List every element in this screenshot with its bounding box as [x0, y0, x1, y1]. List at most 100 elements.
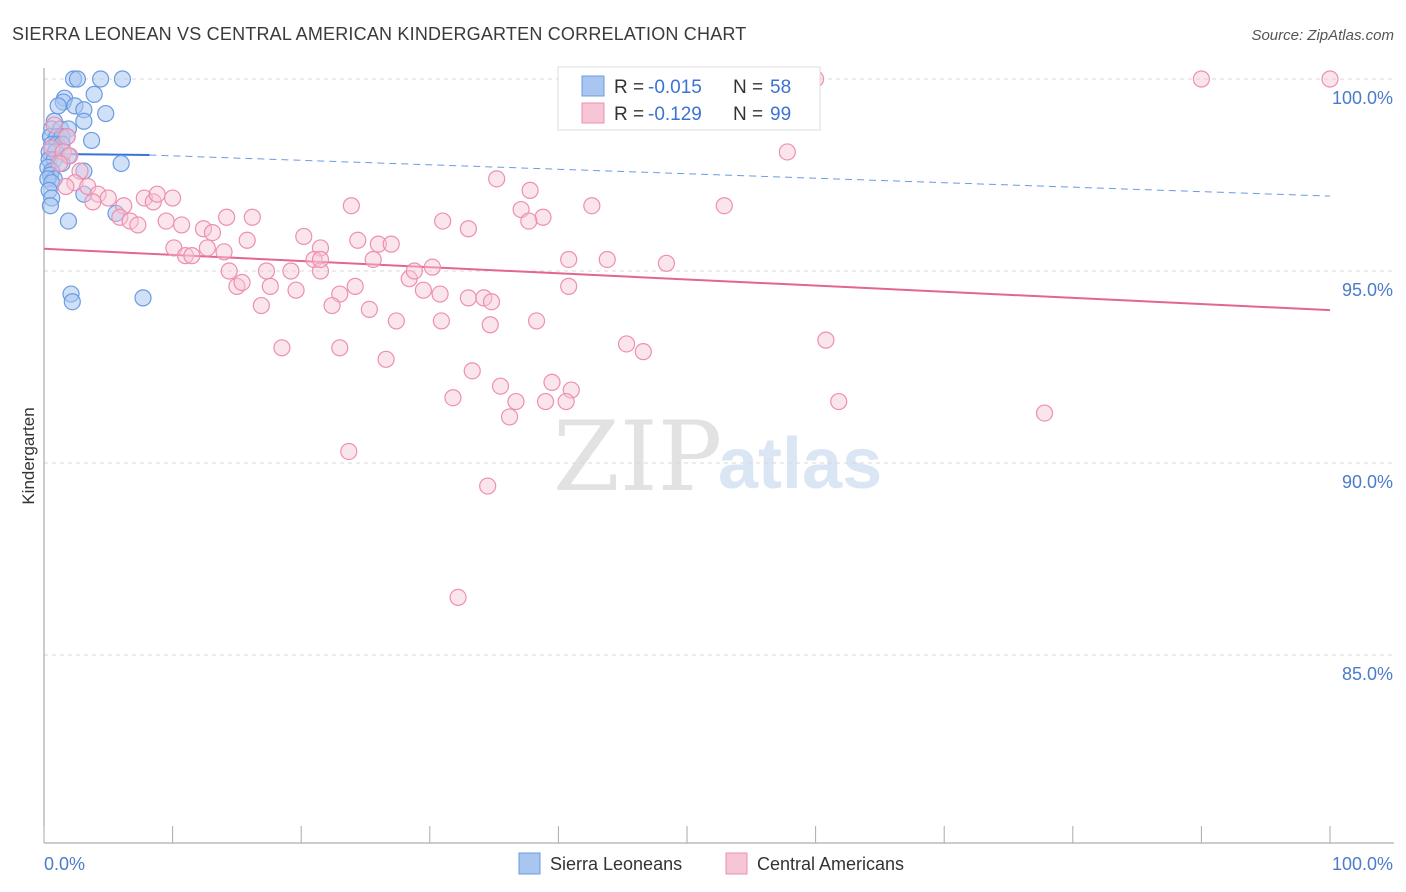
- point-central-american: [598, 250, 616, 269]
- point-sierra-leonean: [82, 131, 101, 150]
- point-central-american: [560, 250, 578, 269]
- point-central-american: [543, 373, 561, 391]
- point-central-american: [520, 212, 538, 230]
- scatter-points: [39, 70, 1339, 607]
- series-legend: Sierra Leoneans Central Americans: [518, 852, 904, 875]
- stats-n-label-1: N =: [733, 77, 763, 98]
- stats-swatch-sierra: [581, 75, 605, 97]
- point-central-american: [121, 212, 139, 230]
- point-central-american: [444, 389, 462, 407]
- point-central-american: [233, 273, 251, 292]
- point-central-american: [360, 300, 378, 318]
- point-central-american: [183, 247, 201, 265]
- chart-title: SIERRA LEONEAN VS CENTRAL AMERICAN KINDE…: [12, 24, 746, 44]
- point-central-american: [273, 339, 291, 357]
- point-central-american: [778, 143, 796, 161]
- point-central-american: [423, 258, 441, 276]
- point-central-american: [311, 250, 330, 269]
- axes: 100.0% 95.0% 90.0% 85.0% 0.0% 100.0%: [43, 68, 1394, 874]
- point-central-american: [323, 296, 341, 315]
- point-central-american: [261, 277, 279, 295]
- y-axis-label: Kindergarten: [19, 407, 38, 504]
- x-tick-label: 0.0%: [44, 854, 85, 874]
- point-central-american: [349, 231, 367, 249]
- point-central-american: [194, 220, 213, 238]
- point-central-american: [238, 231, 256, 249]
- point-central-american: [534, 208, 552, 226]
- stats-r-label-1: R =: [614, 77, 644, 98]
- point-central-american: [1035, 404, 1054, 422]
- point-central-american: [287, 281, 305, 299]
- stats-r-value-2: -0.129: [648, 104, 702, 125]
- stats-n-value-1: 58: [770, 77, 791, 98]
- point-central-american: [387, 312, 405, 330]
- point-central-american: [382, 235, 400, 253]
- point-central-american: [830, 392, 848, 411]
- point-central-american: [252, 296, 270, 315]
- point-central-american: [431, 285, 449, 303]
- point-central-american: [173, 216, 191, 234]
- point-central-american: [459, 289, 477, 307]
- point-central-american: [340, 442, 358, 461]
- point-central-american: [198, 239, 216, 257]
- point-central-american: [463, 362, 481, 380]
- point-sierra-leonean: [91, 70, 110, 88]
- point-central-american: [220, 262, 238, 280]
- trend-line-sierra-leonean-extension: [149, 154, 1331, 197]
- point-central-american: [475, 289, 493, 307]
- point-central-american: [66, 174, 84, 192]
- point-central-american: [560, 277, 578, 295]
- point-central-american: [657, 254, 676, 272]
- point-sierra-leonean: [75, 112, 93, 130]
- point-central-american: [50, 154, 69, 173]
- point-central-american: [57, 177, 75, 196]
- point-central-american: [243, 208, 261, 226]
- y-tick-label: 95.0%: [1342, 280, 1393, 300]
- point-central-american: [364, 250, 382, 269]
- point-central-american: [521, 181, 539, 199]
- point-central-american: [527, 312, 546, 330]
- point-central-american: [295, 227, 313, 246]
- point-central-american: [634, 343, 652, 361]
- point-sierra-leonean: [49, 97, 67, 115]
- point-central-american: [164, 189, 182, 207]
- point-central-american: [45, 116, 63, 134]
- point-sierra-leonean: [41, 197, 60, 215]
- y-tick-label: 85.0%: [1342, 664, 1393, 684]
- point-central-american: [58, 128, 76, 146]
- chart-source: Source: ZipAtlas.com: [1251, 27, 1394, 44]
- legend-label-sierra: Sierra Leoneans: [550, 854, 682, 874]
- stats-n-label-2: N =: [733, 104, 763, 125]
- point-central-american: [449, 588, 467, 607]
- point-central-american: [342, 197, 360, 215]
- point-central-american: [459, 220, 477, 238]
- point-central-american: [482, 293, 501, 311]
- point-central-american: [1192, 70, 1211, 88]
- point-central-american: [99, 189, 117, 207]
- point-central-american: [481, 316, 499, 334]
- stats-r-value-1: -0.015: [648, 77, 702, 98]
- point-central-american: [215, 243, 233, 261]
- point-central-american: [405, 262, 423, 280]
- y-tick-label: 100.0%: [1332, 88, 1393, 108]
- watermark-zip: ZIP: [553, 401, 722, 513]
- point-central-american: [111, 208, 129, 226]
- point-central-american: [135, 189, 153, 207]
- point-central-american: [203, 224, 222, 242]
- point-central-american: [434, 212, 452, 230]
- point-central-american: [129, 216, 147, 234]
- point-central-american: [282, 262, 300, 280]
- point-central-american: [583, 197, 601, 215]
- stats-swatch-central: [581, 102, 605, 124]
- point-sierra-leonean: [63, 293, 81, 311]
- point-central-american: [488, 170, 506, 188]
- trend-line-central-american: [43, 247, 1331, 312]
- point-central-american: [479, 477, 497, 495]
- y-tick-label: 90.0%: [1342, 472, 1393, 492]
- point-sierra-leonean: [68, 70, 87, 88]
- point-central-american: [817, 331, 835, 349]
- point-central-american: [84, 193, 102, 211]
- stats-n-value-2: 99: [770, 104, 791, 125]
- point-sierra-leonean: [134, 289, 152, 307]
- point-central-american: [536, 392, 555, 411]
